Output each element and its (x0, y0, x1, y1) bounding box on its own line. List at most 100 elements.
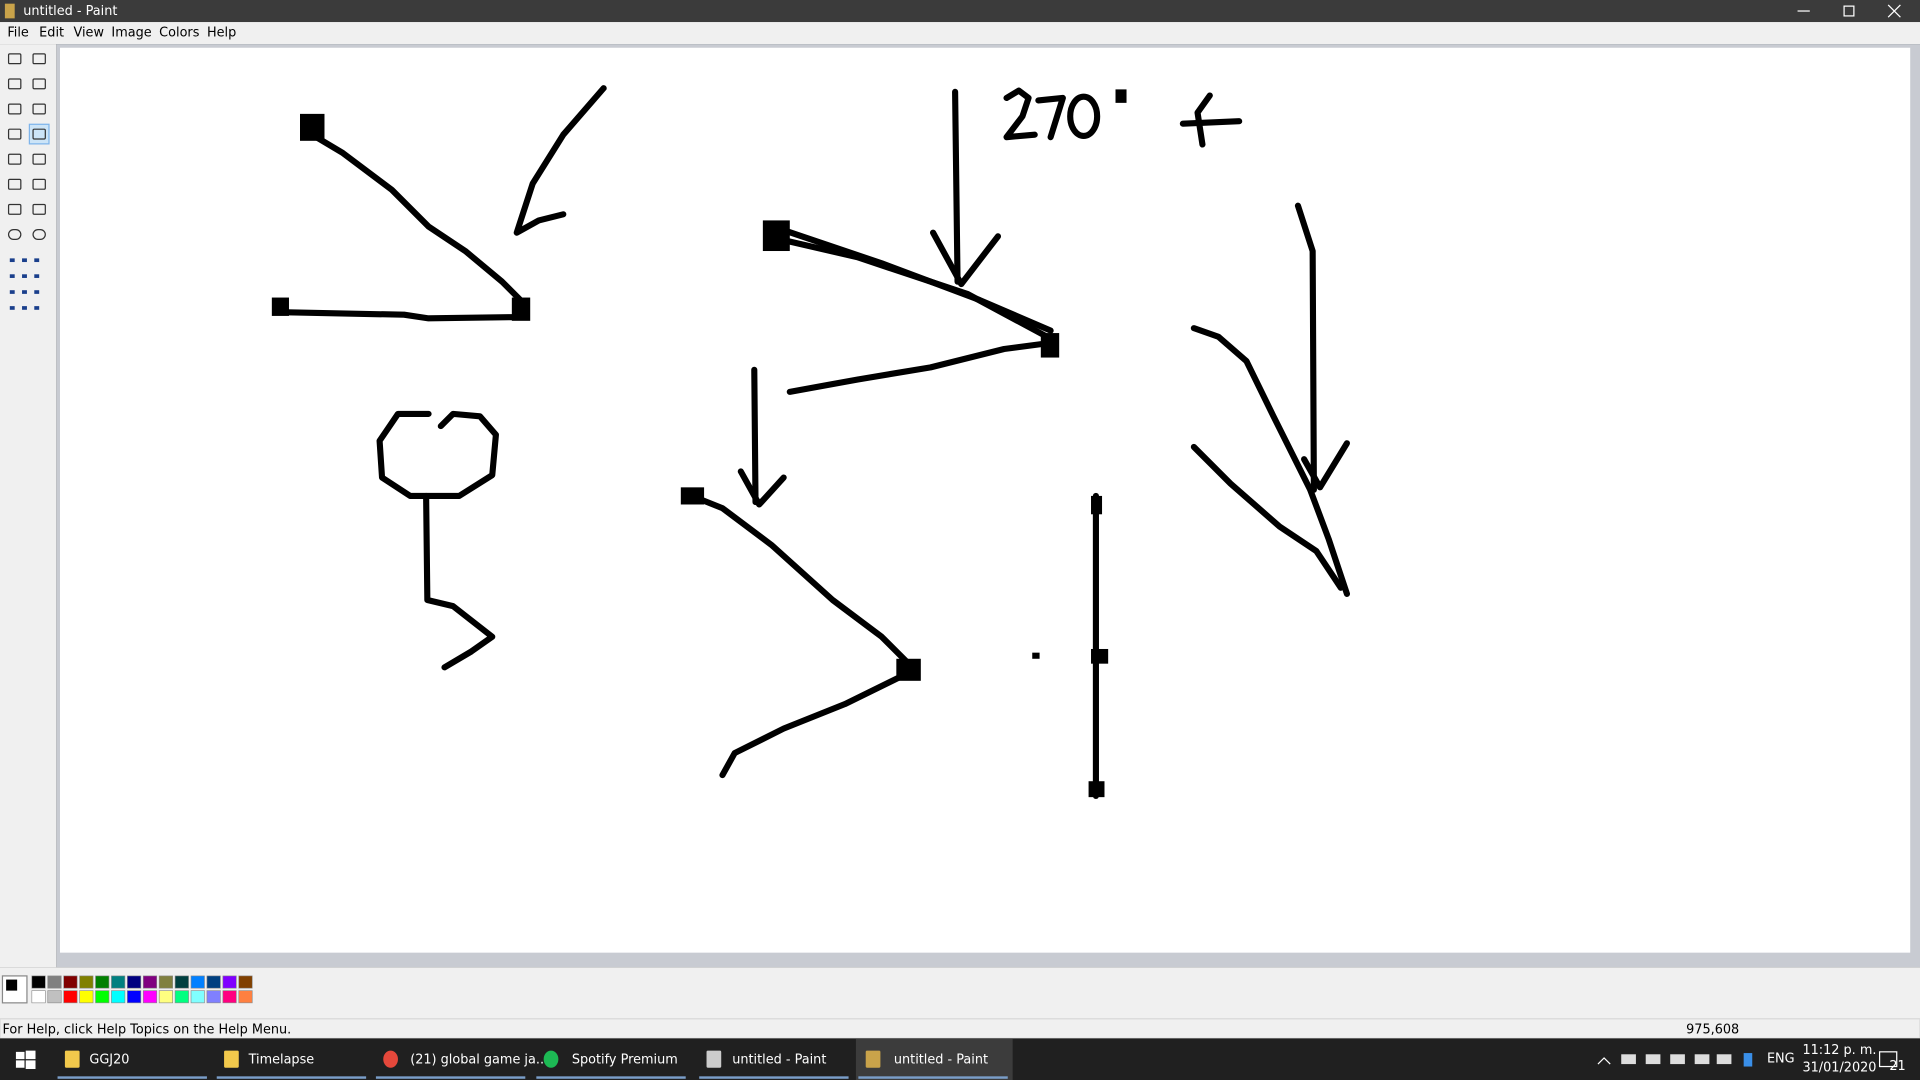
palette-color[interactable] (174, 975, 189, 989)
brush-option[interactable] (9, 290, 15, 294)
tray-date[interactable]: 31/01/2020 (1802, 1060, 1876, 1075)
palette-color[interactable] (142, 990, 158, 1004)
brush-option[interactable] (9, 274, 15, 278)
tool-button[interactable] (32, 103, 46, 115)
tool-button[interactable] (7, 103, 22, 115)
palette-color[interactable] (47, 975, 62, 989)
tool-button[interactable] (32, 178, 46, 190)
palette-color[interactable] (63, 990, 78, 1004)
palette-color[interactable] (111, 990, 126, 1004)
menu-item[interactable]: Colors (159, 26, 200, 41)
tool-button[interactable] (7, 78, 22, 90)
palette-color[interactable] (63, 975, 78, 989)
palette-color[interactable] (222, 975, 237, 989)
task-icon[interactable] (865, 1050, 881, 1068)
palette-color[interactable] (206, 975, 221, 989)
tray-icon[interactable] (1670, 1054, 1685, 1065)
palette-color[interactable] (47, 990, 62, 1004)
tool-button[interactable] (32, 153, 46, 165)
task-item[interactable]: Spotify Premium (572, 1052, 678, 1067)
brush-option[interactable] (22, 258, 27, 263)
tray-icon[interactable] (1743, 1053, 1753, 1067)
palette-color[interactable] (238, 990, 253, 1004)
task-underline (375, 1076, 526, 1079)
status-coordinates: 975,608 (1686, 1022, 1739, 1037)
tray-expand[interactable] (1597, 1057, 1611, 1065)
tray-language[interactable]: ENG (1767, 1052, 1795, 1067)
task-icon[interactable] (706, 1050, 722, 1068)
task-underline (216, 1076, 367, 1079)
stroke (1194, 92, 1213, 148)
menu-item[interactable]: Image (111, 26, 151, 41)
stroke (786, 339, 1054, 395)
tool-button[interactable] (32, 203, 46, 215)
brush-option[interactable] (22, 274, 27, 278)
brush-option[interactable] (9, 258, 15, 263)
tool-button[interactable] (7, 203, 22, 215)
palette-color[interactable] (127, 990, 142, 1004)
palette-color[interactable] (190, 975, 205, 989)
brush-option[interactable] (22, 306, 27, 310)
palette-color[interactable] (111, 975, 126, 989)
notification-count: 21 (1889, 1059, 1905, 1074)
tray-icon[interactable] (1716, 1054, 1732, 1065)
palette-color[interactable] (238, 975, 253, 989)
foreground-color (6, 979, 18, 991)
brush-option[interactable] (9, 306, 15, 310)
task-item[interactable]: Timelapse (248, 1052, 315, 1067)
title-bar (0, 0, 1920, 23)
tray-icon[interactable] (1645, 1054, 1661, 1065)
palette-color[interactable] (190, 990, 205, 1004)
notification-icon[interactable] (1878, 1051, 1898, 1068)
tool-button[interactable] (7, 128, 22, 140)
menu-item[interactable]: File (7, 26, 29, 41)
palette-color[interactable] (158, 990, 173, 1004)
tray-icon[interactable] (1621, 1054, 1636, 1065)
task-icon[interactable] (64, 1050, 80, 1068)
menu-item[interactable]: View (73, 26, 103, 41)
stroke (1091, 495, 1103, 515)
palette-color[interactable] (31, 990, 46, 1004)
palette-color[interactable] (222, 990, 237, 1004)
tool-button[interactable] (32, 78, 46, 90)
palette-color[interactable] (95, 990, 110, 1004)
palette-color[interactable] (158, 975, 173, 989)
palette-color[interactable] (206, 990, 221, 1004)
tray-time[interactable]: 11:12 p. m. (1802, 1043, 1876, 1058)
task-icon[interactable] (224, 1050, 239, 1068)
canvas[interactable] (60, 47, 1911, 953)
task-icon[interactable] (383, 1050, 398, 1068)
tool-button[interactable] (7, 153, 22, 165)
brush-option[interactable] (34, 306, 40, 310)
menu-item[interactable]: Edit (39, 26, 64, 41)
restore-button[interactable] (1843, 5, 1855, 17)
palette-color[interactable] (79, 990, 94, 1004)
palette-color[interactable] (31, 975, 46, 989)
task-item[interactable]: GGJ20 (89, 1052, 129, 1067)
task-item[interactable]: (21) global game ja... (410, 1052, 548, 1067)
tool-button[interactable] (7, 53, 22, 65)
tool-button[interactable] (32, 53, 46, 65)
tool-button[interactable] (32, 128, 46, 140)
palette-color[interactable] (79, 975, 94, 989)
palette-color[interactable] (142, 975, 158, 989)
task-item[interactable]: untitled - Paint (732, 1052, 826, 1067)
tool-button[interactable] (7, 178, 22, 190)
tool-selected[interactable] (28, 123, 50, 145)
brush-option[interactable] (34, 290, 40, 294)
task-icon[interactable] (543, 1050, 559, 1068)
task-item[interactable]: untitled - Paint (894, 1052, 988, 1067)
start-button[interactable] (15, 1050, 36, 1069)
stroke (762, 220, 790, 252)
tray-icon[interactable] (1694, 1054, 1710, 1065)
palette-color[interactable] (127, 975, 142, 989)
palette-color[interactable] (174, 990, 189, 1004)
menu-item[interactable]: Help (207, 26, 236, 41)
tool-button[interactable] (7, 228, 22, 240)
brush-option[interactable] (34, 274, 40, 278)
brush-option[interactable] (34, 258, 40, 263)
tool-button[interactable] (32, 228, 46, 240)
close-button[interactable] (1887, 4, 1901, 18)
brush-option[interactable] (22, 290, 27, 294)
palette-color[interactable] (95, 975, 110, 989)
